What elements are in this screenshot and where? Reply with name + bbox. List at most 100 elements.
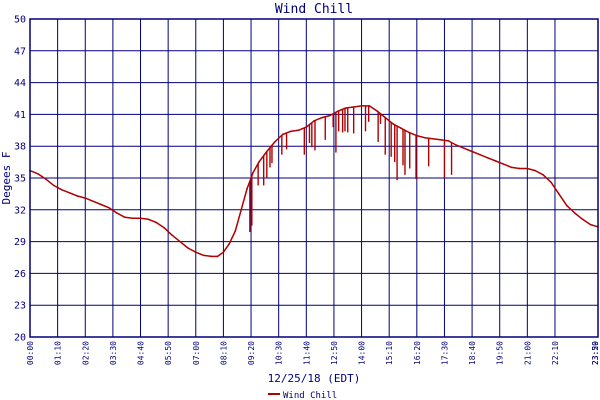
series-point — [68, 192, 71, 194]
series-point — [84, 197, 87, 199]
series-point — [210, 255, 213, 258]
series-point — [37, 172, 39, 175]
series-point — [566, 204, 568, 207]
series-point — [273, 141, 276, 143]
x-tick-label: 00:00 — [26, 341, 35, 365]
series-point — [187, 247, 189, 249]
y-tick-label: 23 — [14, 301, 26, 312]
y-tick-label: 41 — [14, 110, 26, 121]
series-point — [487, 157, 489, 159]
series-point — [108, 206, 110, 209]
x-tick-label: 09:20 — [247, 341, 256, 365]
y-tick-label: 35 — [14, 174, 26, 185]
series-point — [329, 114, 331, 117]
y-tick-label: 50 — [14, 15, 26, 26]
series-point — [526, 167, 529, 170]
x-tick-label: 23:59 — [591, 341, 600, 365]
series-point — [558, 193, 560, 195]
plot-frame — [29, 18, 599, 338]
series-point — [510, 166, 513, 169]
series-point — [147, 218, 150, 221]
series-point — [550, 181, 552, 184]
series-point — [131, 217, 134, 220]
series-point — [222, 251, 225, 253]
series-point — [139, 217, 142, 220]
series-point — [471, 150, 473, 153]
series-point — [240, 209, 242, 211]
series-point — [76, 195, 79, 197]
series-point — [573, 212, 576, 214]
series-point — [360, 105, 363, 107]
series-point — [313, 119, 315, 122]
x-tick-label: 18:40 — [468, 341, 477, 365]
x-tick-label: 02:20 — [81, 341, 90, 365]
x-tick-label: 17:30 — [440, 341, 449, 365]
series-point — [252, 171, 254, 174]
series-point — [431, 137, 434, 140]
chart-title: Wind Chill — [275, 2, 353, 17]
x-tick-label: 08:10 — [219, 341, 228, 365]
x-axis-label: 12/25/18 (EDT) — [268, 372, 361, 385]
series-point — [123, 216, 126, 219]
x-tick-label: 12:50 — [330, 341, 339, 365]
series-point — [155, 221, 158, 224]
series-point — [494, 160, 497, 162]
series-point — [52, 184, 55, 187]
y-tick-label: 44 — [14, 78, 26, 89]
series-point — [502, 163, 505, 166]
legend-label-wind-chill: Wind Chill — [283, 391, 337, 400]
x-tick-label: 07:00 — [192, 341, 201, 365]
series-point — [344, 107, 347, 109]
series-point — [479, 153, 481, 156]
x-tick-label: 10:30 — [275, 341, 284, 365]
series-point — [439, 139, 442, 141]
series-point — [171, 234, 173, 237]
series-point — [423, 136, 426, 139]
series-point — [44, 178, 47, 180]
series-point — [100, 203, 102, 206]
series-point — [116, 212, 118, 214]
x-tick-label: 03:30 — [109, 341, 118, 365]
x-tick-label: 04:40 — [137, 341, 146, 365]
series-point — [246, 187, 248, 190]
series-point — [384, 116, 387, 119]
series-point — [392, 123, 394, 125]
x-tick-label: 19:50 — [496, 341, 505, 365]
series-point — [216, 255, 219, 258]
series-point — [258, 161, 260, 163]
legend: Wind Chill — [268, 391, 337, 400]
series-point — [228, 242, 231, 245]
x-tick-label: 21:00 — [523, 341, 532, 365]
y-tick-label: 38 — [14, 142, 26, 153]
series-wind-chill — [29, 105, 599, 258]
series-point — [463, 147, 465, 150]
y-tick-label: 20 — [14, 333, 26, 344]
x-tick-label: 05:50 — [164, 341, 173, 365]
x-axis-ticks: 00:00 01:10 02:20 03:30 04:40 05:50 07:00 08:10… — [26, 341, 600, 365]
y-tick-label: 29 — [14, 237, 26, 248]
y-tick-label: 32 — [14, 205, 26, 216]
series-point — [581, 218, 584, 221]
series-point — [589, 223, 592, 226]
series-point — [163, 227, 166, 229]
series-point — [266, 150, 268, 153]
series-point — [534, 169, 537, 172]
series-point — [297, 129, 300, 132]
series-point — [518, 167, 521, 170]
x-tick-label: 22:10 — [551, 341, 560, 365]
series-point — [281, 133, 284, 136]
x-tick-label: 11:40 — [302, 341, 311, 365]
series-point — [455, 144, 458, 146]
y-tick-label: 26 — [14, 269, 26, 280]
series-point — [352, 106, 355, 108]
series-point — [416, 134, 418, 137]
x-tick-label: 01:10 — [54, 341, 63, 365]
series-point — [376, 110, 379, 113]
y-tick-label: 47 — [14, 46, 26, 57]
series-point — [202, 254, 205, 257]
series-point — [542, 174, 544, 176]
series-point — [305, 126, 308, 128]
series-point — [194, 251, 197, 253]
series-point — [289, 130, 292, 133]
